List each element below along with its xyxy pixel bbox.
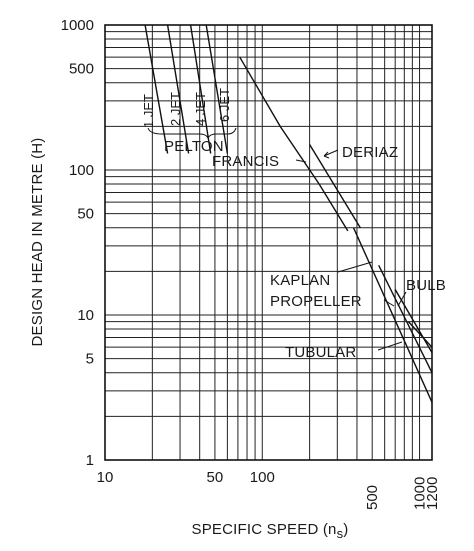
y-tick-label: 10 [77,307,94,324]
leader-bulb [397,291,407,307]
curve-2-jet [166,24,190,154]
y-tick-label: 100 [69,162,94,179]
x-tick-label: 1000 [412,477,429,510]
curve-propeller [378,264,433,374]
curve-tubular [407,321,433,348]
leader-kaplan [337,261,373,273]
x-tick-label: 10 [97,469,114,486]
label-6-jet: 6 JET [217,88,232,122]
leader-tubular [377,341,403,351]
y-tick-label: 5 [86,351,94,368]
label-propeller: PROPELLER [270,293,362,310]
label-2-jet: 2 JET [168,92,183,126]
x-tick-label: 1200 [424,477,441,510]
curve-deriaz [309,144,361,229]
x-tick-label: 100 [250,469,275,486]
label-bulb: BULB [406,277,446,294]
curve-6-jet [205,24,229,154]
y-tick-label: 50 [77,206,94,223]
curve-bulb [394,289,433,353]
y-tick-label: 1 [86,452,94,469]
curve-1-jet [144,24,169,154]
label-francis: FRANCIS [212,153,279,170]
leader-deriaz [323,149,339,159]
leader-propeller [383,299,395,307]
label-kaplan: KAPLAN [270,272,330,289]
curve-francis [239,56,349,232]
leader-francis [295,159,307,163]
y-axis-label: DESIGN HEAD IN METRE (H) [29,138,46,347]
label-leaders [147,127,407,351]
x-axis-label-subscript: s [337,526,344,541]
y-tick-label: 500 [69,61,94,78]
curve-kaplan [352,227,433,403]
leader-pelton-brace [147,127,237,140]
label-pelton: PELTON [164,138,224,155]
x-axis-label: SPECIFIC SPEED (ns) [191,521,348,541]
label-1-jet: 1 JET [141,94,156,128]
x-tick-label: 500 [364,485,381,510]
label-deriaz: DERIAZ [342,144,398,161]
curve-4-jet [189,24,212,154]
y-tick-labels: 1000 500 100 50 10 5 1 [61,17,94,469]
label-4-jet: 4 JET [193,92,208,126]
label-tubular: TUBULAR [285,344,356,361]
plot-frame [104,24,433,461]
y-tick-label: 1000 [61,17,94,34]
x-tick-label: 50 [207,469,224,486]
grid-lines [104,24,433,461]
